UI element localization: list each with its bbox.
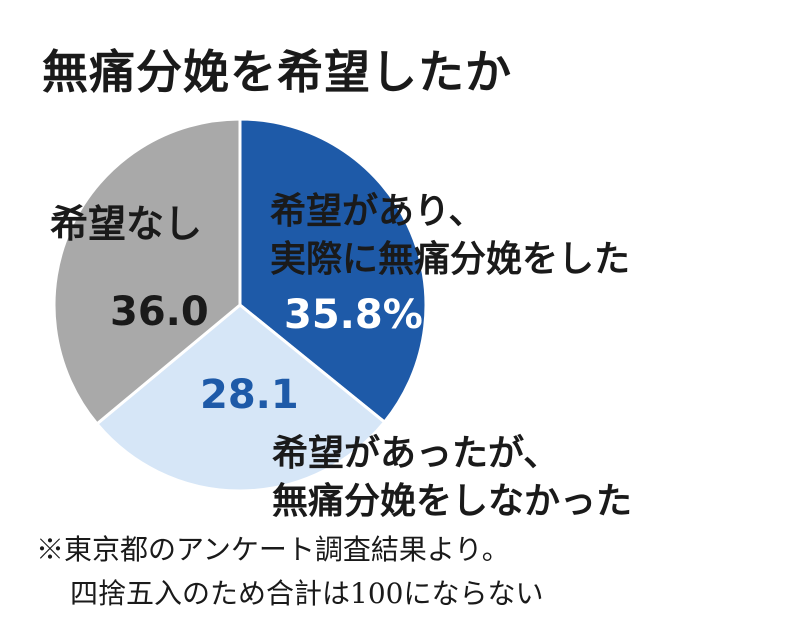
slice-label-line: 実際に無痛分娩をした [270, 239, 631, 280]
footnote: ※東京都のアンケート調査結果より。 四捨五入のため合計は100にならない [36, 528, 543, 616]
slice-value-had-epidural: 35.8% [284, 292, 423, 338]
footnote-line-1: ※東京都のアンケート調査結果より。 [36, 533, 510, 566]
chart-title: 無痛分娩を希望したか [42, 45, 512, 99]
slice-label-wanted-not-had: 希望があったが、 無痛分娩をしなかった [272, 430, 632, 526]
pie-slice-not-wanted [52, 117, 242, 426]
slice-label-line: 希望があり、 [270, 191, 485, 232]
slice-label-not-wanted: 希望なし [50, 200, 202, 248]
slice-value-wanted-not-had: 28.1 [200, 372, 299, 418]
slice-label-had-epidural: 希望があり、 実際に無痛分娩をした [270, 188, 630, 284]
footnote-line-2: 四捨五入のため合計は100にならない [70, 577, 544, 610]
slice-label-line: 無痛分娩をしなかった [272, 481, 633, 522]
pie-slice-had-epidural [238, 117, 428, 425]
slice-value-not-wanted: 36.0 [110, 289, 209, 335]
slice-label-line: 希望があったが、 [272, 433, 560, 474]
pie-slice-wanted-not-had [94, 303, 387, 493]
slice-label-line: 希望なし [50, 202, 203, 246]
